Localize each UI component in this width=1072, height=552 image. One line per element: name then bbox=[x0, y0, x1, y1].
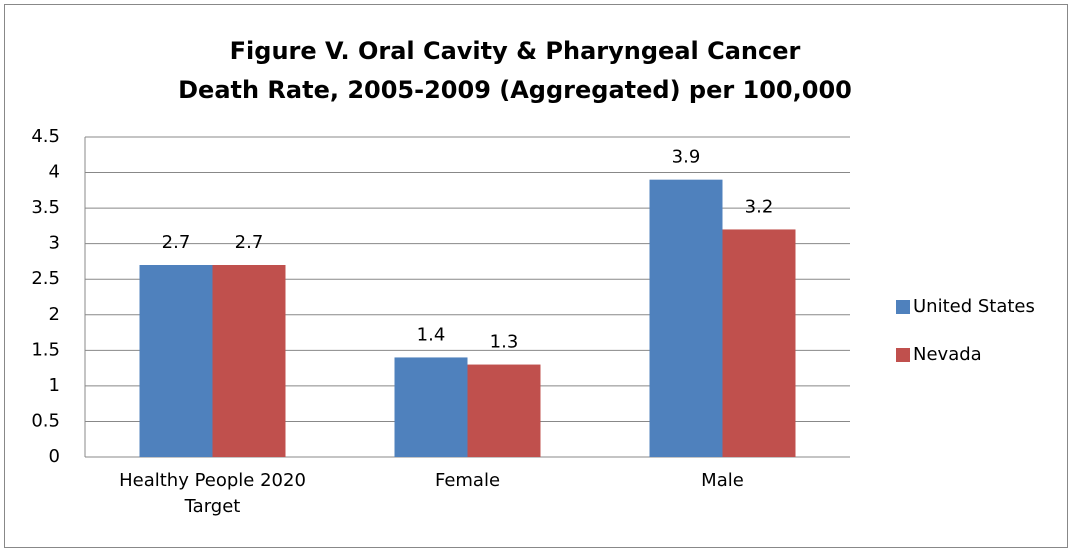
legend-label: United States bbox=[913, 296, 1035, 317]
legend-swatch bbox=[896, 348, 910, 362]
data-label: 2.7 bbox=[235, 232, 264, 253]
x-tick-label: Healthy People 2020 Target bbox=[119, 470, 306, 517]
y-tick-label: 4.5 bbox=[31, 126, 60, 147]
y-tick-label: 0.5 bbox=[31, 410, 60, 431]
y-tick-label: 1.5 bbox=[31, 339, 60, 360]
bar bbox=[139, 265, 213, 457]
chart-title: Figure V. Oral Cavity & Pharyngeal Cance… bbox=[230, 37, 801, 65]
chart-title: Death Rate, 2005-2009 (Aggregated) per 1… bbox=[178, 76, 852, 104]
y-tick-label: 0 bbox=[49, 446, 60, 467]
legend-swatch bbox=[896, 300, 910, 314]
bar bbox=[649, 179, 723, 457]
bar bbox=[394, 357, 468, 457]
y-tick-label: 3 bbox=[49, 233, 60, 254]
y-tick-label: 1 bbox=[49, 375, 60, 396]
data-label: 1.4 bbox=[417, 324, 446, 345]
bar bbox=[467, 364, 541, 457]
legend-label: Nevada bbox=[913, 344, 982, 365]
y-tick-label: 2.5 bbox=[31, 268, 60, 289]
bar bbox=[212, 265, 286, 457]
data-label: 1.3 bbox=[490, 332, 519, 353]
x-tick-label: Male bbox=[701, 470, 744, 491]
bar bbox=[722, 229, 796, 457]
data-label: 2.7 bbox=[162, 232, 191, 253]
y-tick-label: 4 bbox=[49, 162, 60, 183]
y-tick-label: 2 bbox=[49, 304, 60, 325]
y-tick-label: 3.5 bbox=[31, 197, 60, 218]
data-label: 3.2 bbox=[745, 196, 774, 217]
x-tick-label: Female bbox=[434, 470, 501, 491]
data-label: 3.9 bbox=[672, 147, 701, 168]
